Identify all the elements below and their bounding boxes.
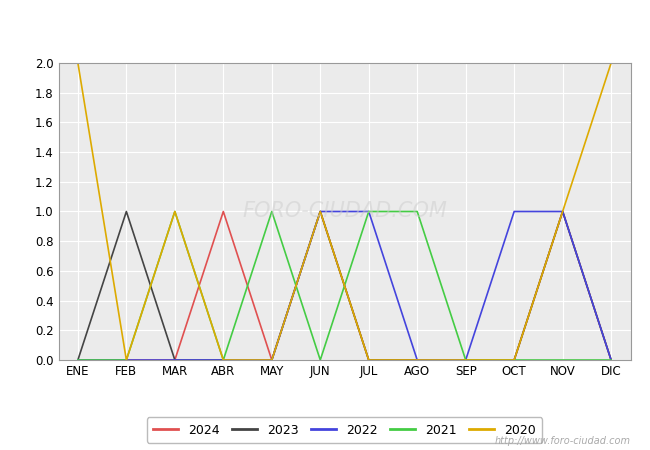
- 2020: [559, 209, 567, 214]
- 2020: [268, 357, 276, 363]
- Line: 2020: 2020: [78, 63, 611, 360]
- 2024: [74, 357, 82, 363]
- 2021: [607, 357, 615, 363]
- 2022: [268, 357, 276, 363]
- 2021: [559, 357, 567, 363]
- 2024: [462, 357, 469, 363]
- 2022: [413, 357, 421, 363]
- 2022: [559, 209, 567, 214]
- 2024: [268, 357, 276, 363]
- 2021: [365, 209, 372, 214]
- 2021: [510, 357, 518, 363]
- 2023: [317, 209, 324, 214]
- 2021: [268, 209, 276, 214]
- 2021: [220, 357, 228, 363]
- 2020: [220, 357, 228, 363]
- 2023: [268, 357, 276, 363]
- 2023: [510, 357, 518, 363]
- 2022: [462, 357, 469, 363]
- 2022: [122, 357, 130, 363]
- 2020: [74, 60, 82, 66]
- Text: http://www.foro-ciudad.com: http://www.foro-ciudad.com: [495, 436, 630, 446]
- 2024: [220, 209, 228, 214]
- 2023: [365, 357, 372, 363]
- 2024: [122, 357, 130, 363]
- 2024: [171, 357, 179, 363]
- 2021: [462, 357, 469, 363]
- 2023: [462, 357, 469, 363]
- 2023: [559, 209, 567, 214]
- 2022: [510, 209, 518, 214]
- Text: FORO-CIUDAD.COM: FORO-CIUDAD.COM: [242, 202, 447, 221]
- 2023: [74, 357, 82, 363]
- Line: 2021: 2021: [78, 212, 611, 360]
- 2024: [413, 357, 421, 363]
- 2022: [317, 209, 324, 214]
- 2023: [220, 357, 228, 363]
- 2021: [171, 209, 179, 214]
- 2021: [74, 357, 82, 363]
- 2024: [559, 209, 567, 214]
- 2020: [462, 357, 469, 363]
- 2020: [510, 357, 518, 363]
- 2022: [607, 357, 615, 363]
- Text: Matriculaciones de Vehiculos en Viver i Serrateix: Matriculaciones de Vehiculos en Viver i …: [146, 19, 504, 35]
- 2020: [317, 209, 324, 214]
- 2023: [413, 357, 421, 363]
- 2020: [413, 357, 421, 363]
- 2023: [607, 357, 615, 363]
- 2020: [171, 209, 179, 214]
- 2024: [365, 357, 372, 363]
- 2021: [413, 209, 421, 214]
- 2023: [122, 209, 130, 214]
- 2020: [365, 357, 372, 363]
- 2024: [510, 357, 518, 363]
- 2022: [365, 209, 372, 214]
- 2022: [74, 357, 82, 363]
- 2020: [122, 357, 130, 363]
- Line: 2024: 2024: [78, 212, 611, 360]
- 2024: [607, 357, 615, 363]
- 2020: [607, 60, 615, 66]
- 2022: [220, 357, 228, 363]
- 2023: [171, 357, 179, 363]
- 2021: [317, 357, 324, 363]
- Line: 2023: 2023: [78, 212, 611, 360]
- 2022: [171, 357, 179, 363]
- 2021: [122, 357, 130, 363]
- Legend: 2024, 2023, 2022, 2021, 2020: 2024, 2023, 2022, 2021, 2020: [147, 417, 542, 443]
- Line: 2022: 2022: [78, 212, 611, 360]
- 2024: [317, 209, 324, 214]
